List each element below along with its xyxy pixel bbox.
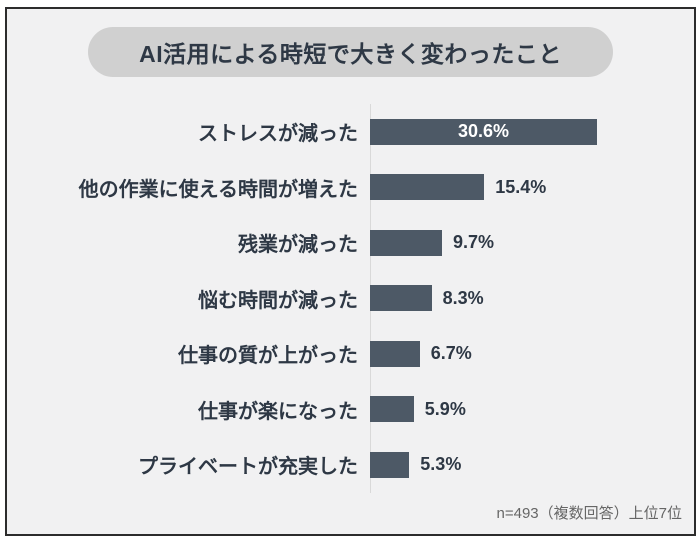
category-label: ストレスが減った (198, 123, 358, 146)
value-label: 8.3% (442, 287, 484, 308)
bar (370, 285, 432, 312)
value-label: 30.6% (457, 121, 510, 142)
category-label: 悩む時間が減った (198, 289, 358, 312)
bar: 30.6% (370, 118, 597, 145)
chart-title-pill: AI活用による時短で大きく変わったこと (88, 27, 613, 77)
sample-note: n=493（複数回答）上位7位 (496, 504, 682, 522)
category-label: 他の作業に使える時間が増えた (78, 178, 358, 201)
value-label: 6.7% (430, 343, 472, 364)
bar (370, 451, 410, 478)
bar-row: 他の作業に使える時間が増えた 15.4% (7, 160, 694, 216)
category-label: 残業が減った (238, 234, 358, 257)
chart-title: AI活用による時短で大きく変わったこと (139, 41, 562, 67)
bar-row: 残業が減った 9.7% (7, 215, 694, 271)
bar-rows: ストレスが減った 30.6% 他の作業に使える時間が増えた 15.4% 残業が減った 9.… (7, 104, 694, 493)
bar-row: プライベートが充実した 5.3% (7, 437, 694, 493)
category-label: 仕事が楽になった (198, 400, 358, 423)
chart-card: AI活用による時短で大きく変わったこと ストレスが減った 30.6% 他の作業に使え… (5, 7, 696, 536)
bar-chart: ストレスが減った 30.6% 他の作業に使える時間が増えた 15.4% 残業が減った 9.… (7, 104, 694, 493)
bar-area: 30.6% (370, 104, 694, 160)
bar-area: 15.4% (370, 160, 694, 216)
value-label: 5.3% (420, 454, 462, 475)
category-label: プライベートが充実した (138, 456, 358, 479)
bar (370, 229, 442, 256)
bar-area: 9.7% (370, 215, 694, 271)
bar-area: 5.3% (370, 437, 694, 493)
bar (370, 174, 485, 201)
bar-area: 6.7% (370, 326, 694, 382)
value-label: 5.9% (424, 398, 466, 419)
value-label: 15.4% (495, 176, 547, 197)
bar-row: 仕事が楽になった 5.9% (7, 382, 694, 438)
bar (370, 340, 420, 367)
bar (370, 396, 414, 423)
bar-row: 仕事の質が上がった 6.7% (7, 326, 694, 382)
category-label: 仕事の質が上がった (178, 345, 358, 368)
bar-row: ストレスが減った 30.6% (7, 104, 694, 160)
bar-row: 悩む時間が減った 8.3% (7, 271, 694, 327)
value-label: 9.7% (453, 232, 495, 253)
bar-area: 5.9% (370, 382, 694, 438)
bar-area: 8.3% (370, 271, 694, 327)
